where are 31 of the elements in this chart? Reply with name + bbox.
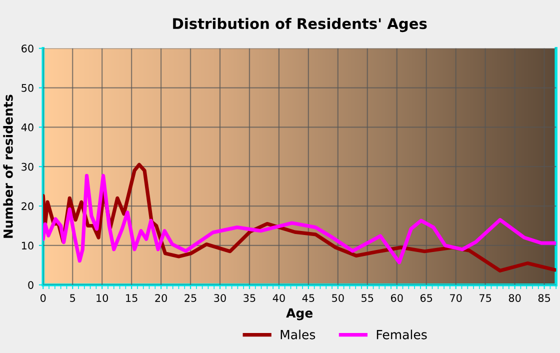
x-tick-label: 35: [244, 294, 256, 302]
line-series: [43, 174, 556, 264]
legend-label: Males: [280, 330, 316, 340]
x-tick-label: 10: [96, 294, 108, 302]
chart-title: Distribution of Residents' Ages: [173, 18, 427, 32]
x-tick-label: 5: [70, 294, 76, 302]
x-tick-label: 15: [126, 294, 138, 302]
x-tick-label: 0: [40, 294, 46, 302]
x-tick-label: 65: [420, 294, 432, 302]
y-tick-label: 0: [28, 281, 34, 289]
x-tick-label: 25: [184, 294, 196, 302]
legend-label: Females: [376, 330, 427, 340]
y-tick-label: 40: [21, 123, 34, 132]
y-tick-label: 30: [22, 162, 34, 171]
x-tick-label: 40: [272, 294, 285, 302]
x-tick-label: 50: [332, 294, 344, 302]
x-tick-label: 85: [538, 294, 550, 302]
y-tick-label: 50: [22, 84, 34, 92]
x-tick-label: 60: [390, 294, 403, 302]
y-tick-label: 60: [22, 44, 34, 52]
x-tick-label: 30: [214, 294, 226, 302]
x-tick-label: 70: [450, 294, 462, 302]
x-tick-label: 55: [362, 294, 374, 302]
x-tick-label: 75: [480, 294, 492, 302]
x-axis-title: Age: [286, 308, 313, 320]
x-tick-label: 45: [302, 294, 314, 302]
y-tick-label: 10: [22, 242, 34, 250]
x-tick-label: 80: [508, 294, 521, 302]
x-tick-label: 20: [155, 294, 167, 302]
y-tick-label: 20: [22, 202, 34, 210]
y-axis-title: Number of residents: [3, 94, 13, 238]
